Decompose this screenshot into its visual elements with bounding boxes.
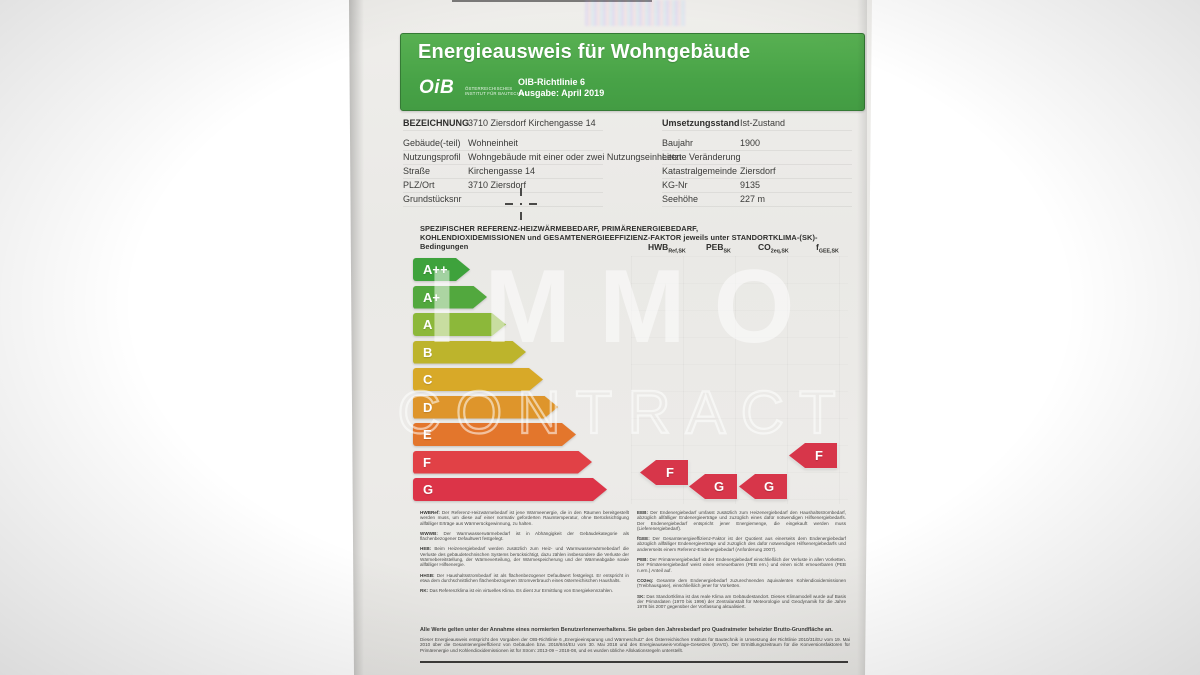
detail-label: Straße [403, 166, 431, 176]
oib-logo-caption: ÖSTERREICHISCHES INSTITUT FÜR BAUTECHNIK [465, 86, 528, 96]
row-separator [662, 130, 852, 131]
page-title: Energieausweis für Wohngebäude [418, 41, 751, 63]
detail-label: Gebäude(-teil) [403, 138, 461, 148]
detail-value: Ist-Zustand [740, 118, 786, 128]
definition-paragraph: HWBRef: Der Referenz-Heizwärmebedarf ist… [420, 510, 629, 526]
detail-label: BEZEICHNUNG [403, 118, 470, 128]
footer-legal-text: Dieser Energieausweis entspricht den Vor… [420, 637, 850, 653]
oib-richtlinie-label: OIB-Richtlinie 6 Ausgabe: April 2019 [518, 77, 605, 98]
detail-value: 3710 Ziersdorf Kirchengasse 14 [468, 118, 596, 128]
rating-arrow-peb: G [689, 474, 737, 499]
column-header: HWBRef,SK [648, 242, 686, 255]
detail-value: 9135 [740, 180, 761, 190]
detail-value: Wohngebäude mit einer oder zwei Nutzungs… [468, 152, 682, 162]
row-separator [662, 164, 852, 165]
energy-class-label: D [423, 399, 433, 415]
energy-class-arrow-c: C [413, 368, 543, 391]
detail-label: Baujahr [662, 138, 694, 148]
oib-logo: OiB [419, 77, 455, 98]
energy-class-arrow-a+: A+ [413, 286, 487, 309]
row-separator [662, 150, 852, 151]
definitions-right: EEB: Der Endenergiebedarf umfasst zusätz… [637, 510, 846, 614]
detail-label: Grundstücksnr [403, 194, 462, 204]
energy-class-arrow-g: G [413, 478, 607, 501]
energy-class-arrow-f: F [413, 451, 592, 474]
detail-label: Letzte Veränderung [662, 152, 741, 162]
definition-paragraph: SK: Das Standortklima ist das reale Klim… [637, 593, 846, 610]
energy-class-label: G [423, 482, 434, 497]
detail-label: Umsetzungsstand [662, 118, 740, 128]
energy-class-label: A [423, 317, 433, 332]
detail-value: 1900 [740, 138, 761, 148]
row-separator [662, 206, 852, 207]
screen-edge-artifact [452, 0, 652, 2]
rating-class-label: G [713, 479, 725, 494]
footer-rule [420, 661, 848, 663]
rating-class-label: G [763, 479, 775, 494]
detail-value: Wohneinheit [468, 138, 518, 148]
energy-class-label: C [423, 372, 433, 387]
detail-label: Seehöhe [662, 194, 699, 204]
definitions-left: HWBRef: Der Referenz-Heizwärmebedarf ist… [420, 510, 629, 599]
row-separator [403, 130, 603, 131]
energy-class-arrow-a: A [413, 313, 506, 336]
detail-value: Ziersdorf [740, 166, 776, 176]
definition-paragraph: HEB: Beim Heizenergiebedarf werden zusät… [420, 546, 629, 568]
definition-paragraph: fGEE: Der Gesamtenergieeffizienz-Faktor … [637, 536, 846, 552]
column-header: PEBSK [706, 242, 731, 255]
definition-paragraph: RK: Das Referenzklima ist ein virtuelles… [420, 588, 614, 594]
watermark-contract: CONTRACT [396, 379, 851, 446]
definition-paragraph: CO2eq: Gesamte dem Endenergiebedarf zuzu… [637, 577, 846, 589]
detail-label: Nutzungsprofil [403, 152, 461, 162]
energy-certificate-page: Energieausweis für Wohngebäude OiB ÖSTER… [349, 0, 872, 675]
energy-class-arrow-b: B [413, 341, 526, 364]
row-separator [403, 178, 603, 179]
column-header: fGEE,SK [816, 242, 839, 255]
energy-class-label: E [423, 427, 432, 442]
detail-label: Katastralgemeinde [662, 166, 738, 176]
footer-note-bold: Alle Werte gelten unter der Annahme eine… [420, 627, 833, 633]
watermark-immo: IMMO [427, 249, 823, 365]
column-header: CO2eq,SK [758, 242, 789, 255]
chart-title: SPEZIFISCHER REFERENZ-HEIZWÄRMEBEDARF, P… [420, 224, 818, 251]
definition-paragraph: EEB: Der Endenergiebedarf umfasst zusätz… [637, 510, 846, 531]
detail-label: KG-Nr [662, 180, 688, 190]
row-separator [662, 178, 852, 179]
certificate-header: Energieausweis für Wohngebäude OiB ÖSTER… [400, 33, 865, 111]
energy-class-label: A+ [423, 289, 440, 305]
detail-value: 3710 Ziersdorf [468, 180, 527, 190]
row-separator [403, 164, 603, 165]
energy-class-arrow-d: D [413, 396, 558, 419]
rating-arrow-co2eq,sk: G [739, 474, 787, 499]
moire-artifact [585, 0, 685, 26]
detail-label: PLZ/Ort [403, 180, 435, 190]
row-separator [403, 206, 603, 207]
row-separator [662, 192, 852, 193]
energy-class-arrow-a++: A++ [413, 258, 470, 281]
detail-value: 227 m [740, 194, 766, 204]
energy-class-arrow-e: E [413, 423, 576, 446]
rating-class-label: F [666, 465, 674, 480]
crop-mark [505, 188, 539, 220]
energy-class-label: F [423, 454, 431, 470]
rating-arrow-f: F [789, 443, 837, 468]
rating-arrow-hwb: F [640, 460, 688, 485]
energy-class-label: B [423, 344, 433, 360]
energy-class-label: A++ [423, 262, 448, 277]
rating-class-label: F [815, 448, 823, 463]
row-separator [403, 192, 603, 193]
detail-value: Kirchengasse 14 [468, 166, 536, 176]
definition-paragraph: HHSB: Der Haushaltsstrombedarf ist als f… [420, 572, 629, 583]
definition-paragraph: WWWB: Der Warmwasserwärmebedarf ist in A… [420, 530, 629, 542]
definition-paragraph: PEB: Der Primärenergiebedarf ist der End… [637, 557, 846, 573]
row-separator [403, 150, 603, 151]
